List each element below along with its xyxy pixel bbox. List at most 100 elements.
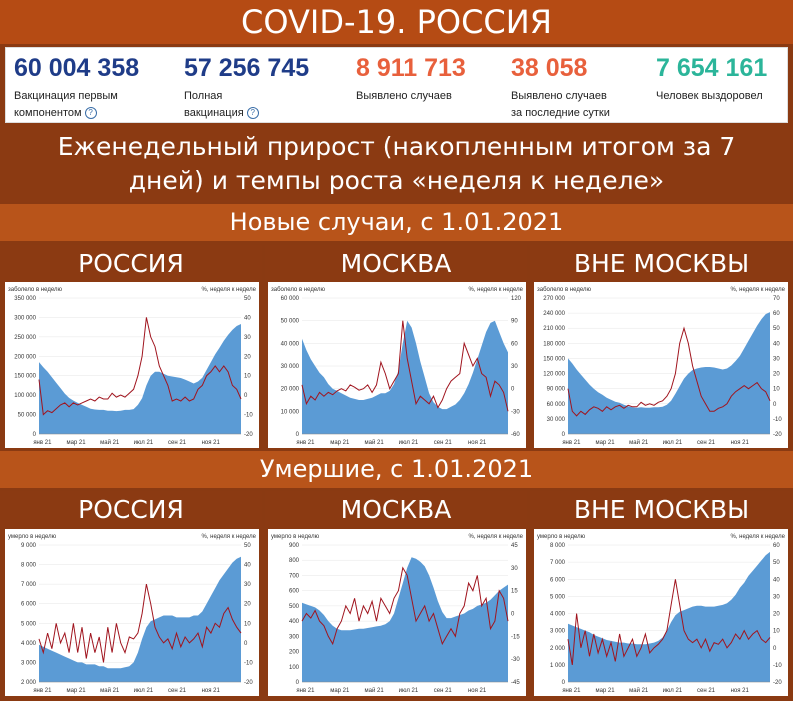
y-tick-label: 5 000 (550, 594, 566, 600)
y-tick-label: 0 (562, 432, 566, 438)
stat-label-line-1: Выявлено случаев (511, 90, 607, 102)
x-tick-label: май 21 (365, 439, 385, 446)
x-tick-label: ноя 21 (468, 688, 487, 694)
y-tick-label: 50 000 (18, 413, 37, 419)
y2-tick-label: 40 (773, 577, 780, 583)
y-tick-label: 30 000 (547, 417, 566, 423)
y2-tick-label: 30 (244, 335, 251, 341)
x-tick-label: ноя 21 (731, 688, 750, 694)
left-axis-label: умерло в неделю (537, 534, 586, 540)
right-axis-label: %, неделя к неделе (468, 534, 523, 540)
y2-tick-label: 15 (511, 589, 518, 595)
left-axis-label: умерло в неделю (8, 534, 57, 540)
region-title-moscow-deaths: МОСКВА (265, 491, 527, 527)
y2-tick-label: 0 (773, 402, 777, 408)
chart-deaths-moscow: умерло в неделю %, неделя к неделе 0 100 200… (268, 529, 526, 696)
y-tick-label: 300 000 (14, 315, 36, 321)
y-tick-label: 0 (296, 680, 300, 686)
subtitle-line-1: Еженедельный прирост (накопленным итогом… (57, 132, 736, 161)
region-title-outside-cases: ВНЕ МОСКВЫ (530, 245, 793, 281)
y2-tick-label: 30 (773, 356, 780, 362)
y2-tick-label: -30 (511, 657, 520, 663)
y2-tick-label: 60 (773, 543, 780, 549)
y2-tick-label: 0 (244, 641, 248, 647)
left-axis-label: умерло в неделю (271, 534, 320, 540)
stat-label-line-2: компонентом ? (14, 105, 139, 122)
x-tick-label: мар 21 (330, 688, 350, 694)
y2-tick-label: -45 (511, 680, 520, 686)
y-tick-label: 800 (289, 558, 300, 564)
stats-bar: 60 004 358 Вакцинация первым компонентом ?… (5, 47, 788, 123)
y2-tick-label: 0 (244, 393, 248, 399)
y-tick-label: 8 000 (21, 563, 37, 569)
y2-tick-label: -10 (244, 413, 253, 419)
y-tick-label: 20 000 (281, 387, 300, 393)
y-tick-label: 600 (289, 589, 300, 595)
y-tick-label: 350 000 (14, 296, 36, 302)
y2-tick-label: -10 (773, 663, 782, 669)
y2-tick-label: 10 (773, 629, 780, 635)
y-tick-label: 2 000 (21, 680, 37, 686)
y2-tick-label: 30 (511, 566, 518, 572)
x-tick-label: май 21 (100, 687, 120, 694)
series-line-growth (567, 326, 771, 417)
stat-label-line-1: Выявлено случаев (356, 90, 452, 102)
y-tick-label: 200 000 (14, 354, 36, 360)
x-tick-label: мар 21 (330, 440, 350, 446)
right-axis-label: %, неделя к неделе (730, 534, 785, 540)
y2-tick-label: -30 (511, 409, 520, 415)
y-tick-label: 50 000 (281, 319, 300, 325)
stat-value: 57 256 745 (184, 54, 310, 82)
stat-label: Полная вакцинация ? (184, 88, 309, 122)
stat-3: 38 058 Выявлено случаев за последние сутки (511, 52, 610, 122)
stat-label: Человек выздоровел (656, 88, 767, 105)
section-deaths-title: Умершие, с 1.01.2021 (0, 451, 793, 488)
y-tick-label: 700 (289, 573, 300, 579)
page-title: COVID-19. РОССИЯ (0, 0, 793, 44)
x-tick-label: сен 21 (168, 440, 187, 446)
series-area-weekly (568, 551, 770, 682)
region-title-russia-deaths: РОССИЯ (0, 491, 262, 527)
x-tick-label: янв 21 (296, 688, 315, 694)
x-tick-label: май 21 (365, 687, 385, 694)
y-tick-label: 180 000 (543, 341, 565, 347)
stat-value: 38 058 (511, 54, 588, 82)
stat-1: 57 256 745 Полная вакцинация ? (184, 52, 309, 122)
y2-tick-label: 20 (244, 602, 251, 608)
stat-label: Выявлено случаев за последние сутки (511, 88, 610, 122)
chart-svg: заболело в неделю %, неделя к неделе 0 50 0… (8, 287, 257, 446)
y2-tick-label: 30 (511, 364, 518, 370)
chart-svg: умерло в неделю %, неделя к неделе 0 1 000 2… (537, 534, 786, 694)
y-tick-label: 3 000 (21, 660, 37, 666)
region-title-russia-cases: РОССИЯ (0, 245, 262, 281)
y2-tick-label: 10 (244, 621, 251, 627)
help-icon[interactable]: ? (84, 107, 97, 120)
series-line-growth (38, 583, 242, 663)
y2-tick-label: 40 (773, 341, 780, 347)
chart-deaths-outside: умерло в неделю %, неделя к неделе 0 1 000 2… (534, 529, 788, 696)
series-line-growth (301, 566, 509, 646)
right-axis-label: %, неделя к неделе (201, 287, 256, 293)
y-tick-label: 250 000 (14, 335, 36, 341)
y-tick-label: 0 (296, 432, 300, 438)
x-tick-label: ноя 21 (202, 440, 221, 446)
left-axis-label: заболело в неделю (271, 287, 325, 293)
help-icon[interactable]: ? (246, 107, 259, 120)
left-axis-label: заболело в неделю (537, 287, 591, 293)
y2-tick-label: 0 (511, 387, 515, 393)
x-tick-label: сен 21 (697, 688, 716, 694)
y2-tick-label: 50 (244, 296, 251, 302)
x-tick-label: май 21 (100, 439, 120, 446)
y2-tick-label: -10 (773, 417, 782, 423)
y2-tick-label: 0 (511, 612, 515, 618)
x-tick-label: июл 21 (399, 688, 419, 694)
y-tick-label: 100 000 (14, 393, 36, 399)
y2-tick-label: 20 (773, 612, 780, 618)
right-axis-label: %, неделя к неделе (730, 287, 785, 293)
x-tick-label: янв 21 (33, 440, 52, 446)
y-tick-label: 40 000 (281, 341, 300, 347)
y2-tick-label: 50 (244, 543, 251, 549)
y-tick-label: 100 (289, 665, 300, 671)
y2-tick-label: 40 (244, 315, 251, 321)
